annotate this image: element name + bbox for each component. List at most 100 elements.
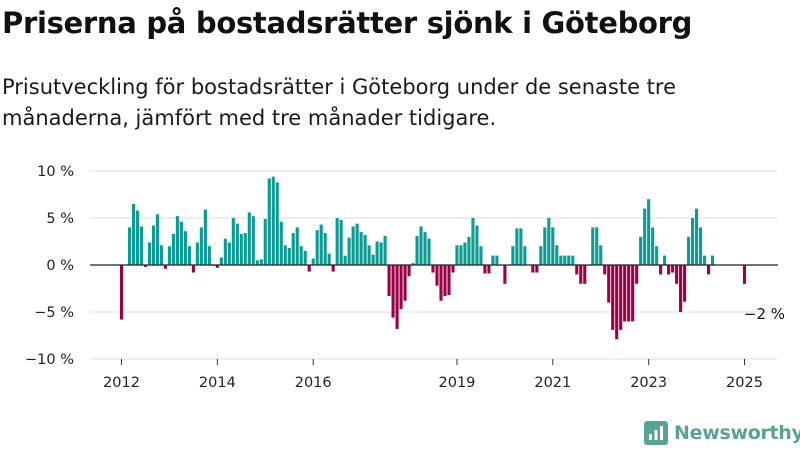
bar (643, 208, 647, 265)
bar (255, 260, 259, 265)
bar (259, 259, 263, 265)
y-tick-label: −10 % (25, 352, 74, 368)
bar (191, 265, 195, 273)
bar (603, 265, 607, 275)
bar (451, 265, 455, 273)
y-tick-label: −5 % (34, 305, 74, 321)
bar (219, 257, 223, 265)
bar (543, 227, 547, 265)
bar (239, 233, 243, 265)
bar (691, 218, 695, 265)
bar (683, 265, 687, 302)
bar (291, 233, 295, 265)
bar (710, 255, 715, 265)
bar (703, 255, 707, 265)
bar (487, 265, 491, 274)
bar (623, 265, 627, 322)
bar (547, 218, 551, 265)
bar (567, 255, 571, 265)
bar (583, 265, 587, 284)
bar (319, 224, 323, 265)
bar (675, 265, 679, 284)
bar (655, 246, 659, 265)
bar (171, 233, 175, 265)
bar (203, 209, 207, 265)
bar (447, 265, 451, 296)
bar-chart-icon (644, 421, 668, 445)
bar (615, 265, 619, 340)
bar (335, 218, 339, 265)
bar (327, 253, 331, 265)
bar (391, 265, 395, 318)
bar (247, 212, 251, 265)
bar (351, 226, 355, 265)
bar (427, 238, 431, 265)
bar (323, 233, 327, 265)
bar (379, 242, 383, 265)
bar (375, 241, 379, 265)
bar (647, 199, 651, 265)
bar (551, 227, 555, 265)
bar (515, 228, 519, 265)
bar (463, 242, 467, 265)
bar (619, 265, 623, 330)
bar (243, 233, 247, 265)
bar (263, 218, 267, 265)
bar (491, 255, 495, 265)
bar (207, 246, 211, 265)
bar (231, 218, 235, 265)
bar (295, 227, 299, 265)
bar (595, 227, 599, 265)
bar (607, 265, 611, 303)
bar (251, 216, 255, 265)
bar (459, 245, 463, 265)
bar (419, 226, 423, 265)
x-tick-label: 2016 (295, 375, 332, 391)
y-tick-label: 5 % (46, 211, 74, 227)
bar (663, 255, 667, 265)
x-tick-label: 2014 (199, 375, 236, 391)
bar (635, 265, 639, 284)
bar (163, 265, 167, 269)
x-tick-label: 2025 (726, 375, 763, 391)
bar (235, 223, 239, 265)
last-value-label: −2 % (744, 305, 785, 323)
brand-logo: Newsworthy (644, 420, 800, 446)
bar (399, 265, 403, 310)
bar (407, 265, 411, 277)
bar (343, 255, 347, 265)
bar (667, 265, 671, 275)
brand-name: Newsworthy (674, 422, 800, 444)
chart-bars (90, 176, 778, 340)
bar (439, 265, 443, 301)
bar (167, 246, 171, 265)
bar (415, 235, 419, 265)
bar (651, 227, 655, 265)
bar (183, 231, 187, 265)
bar (215, 265, 219, 268)
chart-subtitle: Prisutveckling för bostadsrätter i Göteb… (2, 75, 676, 130)
bar (367, 245, 371, 265)
bar (479, 246, 483, 265)
bar (523, 246, 527, 265)
bar (631, 265, 635, 322)
bar (627, 265, 631, 322)
bar (131, 203, 136, 265)
chart-title: Priserna på bostadsrätter sjönk i Götebo… (2, 6, 693, 40)
bar (371, 254, 375, 265)
bar (483, 265, 487, 274)
bar (555, 245, 559, 265)
bar (187, 246, 191, 265)
bar (287, 248, 291, 265)
bar (179, 221, 183, 265)
bar (403, 265, 407, 301)
bar (119, 265, 124, 320)
bar (671, 265, 675, 273)
bar (175, 216, 179, 265)
bar (147, 242, 152, 265)
bar (467, 236, 471, 265)
bar (591, 227, 595, 265)
bar (571, 255, 575, 265)
bar (355, 223, 359, 265)
